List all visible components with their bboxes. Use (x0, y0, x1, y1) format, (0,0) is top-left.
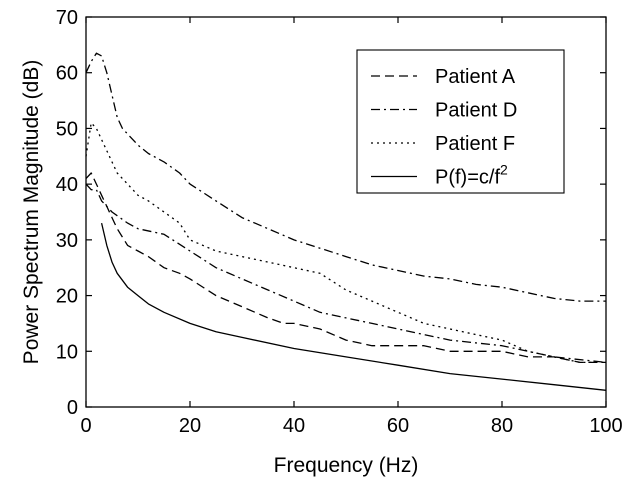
y-tick-label: 20 (56, 286, 78, 308)
x-tick-label: 60 (387, 415, 409, 437)
x-axis-label: Frequency (Hz) (274, 454, 419, 477)
x-tick-label: 20 (179, 415, 201, 437)
plot-lines (85, 52, 607, 391)
legend: Patient A Patient D Patient F P(f)=c/f2 (356, 49, 565, 194)
series-line-patient-other (85, 183, 607, 364)
x-tick-label: 0 (80, 415, 91, 437)
legend-label: Patient D (435, 100, 517, 122)
x-tick-label: 100 (589, 415, 622, 437)
y-tick-label: 60 (56, 63, 78, 85)
series-line-patient-a (85, 172, 606, 364)
y-tick-label: 50 (56, 118, 78, 140)
y-axis-label: Power Spectrum Magnitude (dB) (20, 60, 43, 365)
ticks: 0 20 40 60 80 100 0 10 20 30 40 50 60 70 (56, 7, 623, 437)
legend-box (356, 49, 565, 194)
y-tick-label: 40 (56, 174, 78, 196)
y-tick-label: 70 (56, 7, 78, 29)
legend-label: Patient F (435, 133, 515, 155)
y-tick-label: 0 (67, 397, 78, 419)
plot-frame (85, 16, 607, 408)
legend-label: P(f)=c/f2 (435, 162, 508, 189)
legend-label: Patient A (435, 66, 516, 88)
y-tick-label: 10 (56, 341, 78, 363)
x-tick-label: 40 (283, 415, 305, 437)
series-line-patient-d (85, 52, 606, 302)
series-line-p-f-c-f (100, 222, 607, 391)
x-tick-label: 80 (491, 415, 513, 437)
y-tick-label: 30 (56, 230, 78, 252)
